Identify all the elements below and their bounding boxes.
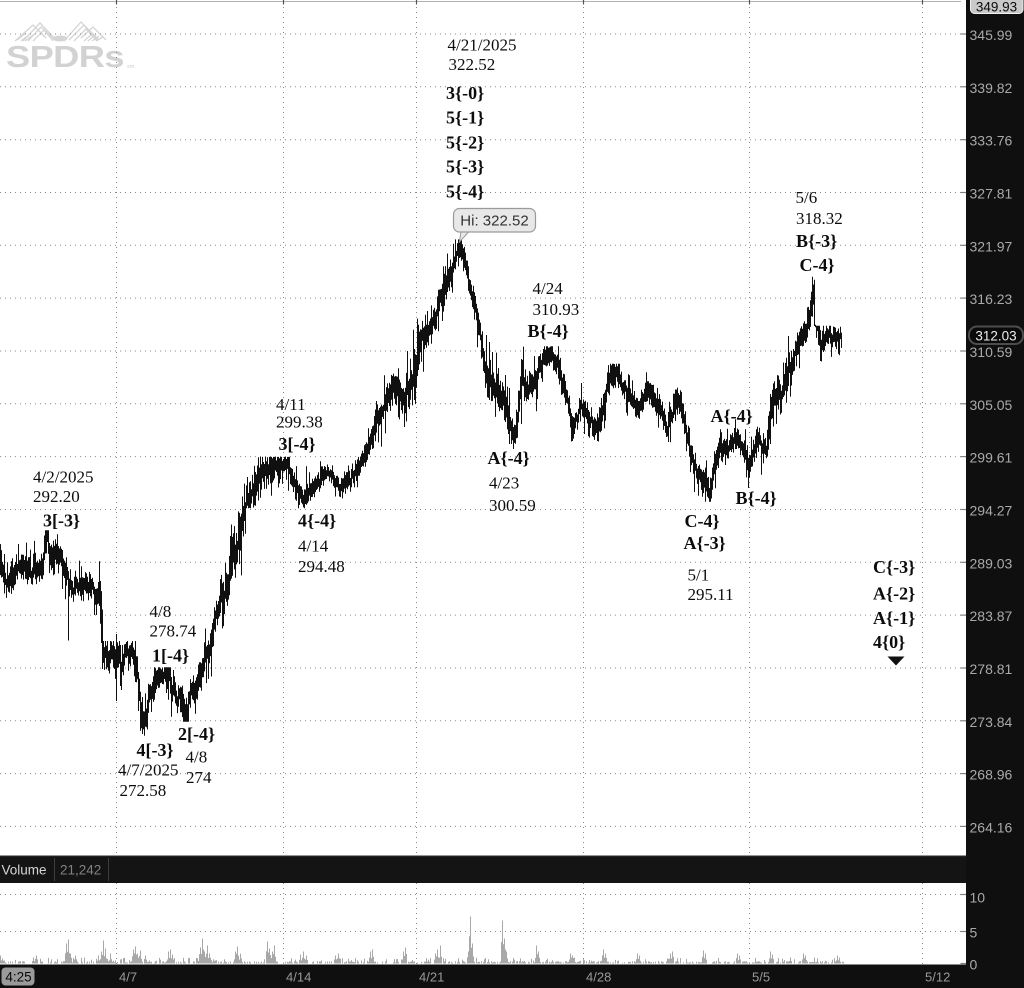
svg-text:4/21: 4/21 xyxy=(419,970,444,985)
svg-text:310.93: 310.93 xyxy=(533,300,580,319)
svg-text:339.82: 339.82 xyxy=(970,80,1013,96)
svg-text:295.11: 295.11 xyxy=(688,585,734,604)
svg-text:A{-4}: A{-4} xyxy=(488,448,530,468)
svg-text:349.93: 349.93 xyxy=(976,0,1017,15)
svg-text:4{0}: 4{0} xyxy=(873,632,905,652)
svg-text:268.96: 268.96 xyxy=(970,767,1013,783)
svg-text:A{-3}: A{-3} xyxy=(684,533,726,553)
svg-text:C-4}: C-4} xyxy=(685,511,720,531)
svg-text:305.05: 305.05 xyxy=(970,397,1013,413)
svg-text:278.81: 278.81 xyxy=(970,661,1013,677)
svg-text:264.16: 264.16 xyxy=(970,819,1013,835)
svg-text:4{-4}: 4{-4} xyxy=(298,511,336,531)
svg-text:Hi: 322.52: Hi: 322.52 xyxy=(460,213,528,230)
svg-text:274: 274 xyxy=(186,768,212,787)
svg-text:sm: sm xyxy=(127,64,135,70)
svg-text:5{-4}: 5{-4} xyxy=(446,182,484,202)
svg-text:5: 5 xyxy=(970,925,978,941)
svg-text:4/21/2025: 4/21/2025 xyxy=(448,36,517,55)
svg-text:3[-3}: 3[-3} xyxy=(43,511,80,531)
svg-text:5{-1}: 5{-1} xyxy=(446,108,484,128)
svg-text:4:25: 4:25 xyxy=(5,970,31,985)
svg-text:345.99: 345.99 xyxy=(970,27,1013,43)
svg-text:0: 0 xyxy=(970,957,978,973)
svg-text:C-4}: C-4} xyxy=(800,255,835,275)
svg-text:4/8: 4/8 xyxy=(150,602,172,621)
svg-text:5/1: 5/1 xyxy=(688,566,710,585)
svg-text:283.87: 283.87 xyxy=(970,608,1013,624)
svg-text:1[-4}: 1[-4} xyxy=(152,646,189,666)
svg-text:299.61: 299.61 xyxy=(970,450,1013,466)
svg-text:A{-4}: A{-4} xyxy=(711,406,753,426)
svg-text:2[-4}: 2[-4} xyxy=(178,724,215,744)
svg-text:272.58: 272.58 xyxy=(120,781,167,800)
svg-text:278.74: 278.74 xyxy=(150,622,197,641)
svg-text:B{-4}: B{-4} xyxy=(528,321,569,341)
svg-text:327.81: 327.81 xyxy=(970,186,1013,202)
svg-text:312.03: 312.03 xyxy=(975,328,1016,343)
svg-text:294.48: 294.48 xyxy=(298,557,345,576)
svg-text:299.38: 299.38 xyxy=(276,413,323,432)
svg-text:B{-4}: B{-4} xyxy=(736,488,777,508)
svg-text:5/5: 5/5 xyxy=(752,970,770,985)
svg-text:4/7/2025: 4/7/2025 xyxy=(118,761,178,780)
svg-text:4/14: 4/14 xyxy=(286,970,311,985)
svg-text:4/24: 4/24 xyxy=(533,279,564,298)
svg-text:5/6: 5/6 xyxy=(796,188,818,207)
svg-text:4/2/2025: 4/2/2025 xyxy=(33,467,93,486)
svg-text:4/23: 4/23 xyxy=(489,474,519,493)
svg-text:333.76: 333.76 xyxy=(970,133,1013,149)
svg-text:4/7: 4/7 xyxy=(119,970,137,985)
svg-text:273.84: 273.84 xyxy=(970,714,1013,730)
svg-text:5/12: 5/12 xyxy=(925,970,950,985)
svg-text:21,242: 21,242 xyxy=(60,863,101,878)
svg-text:289.03: 289.03 xyxy=(970,555,1013,571)
svg-text:4/14: 4/14 xyxy=(298,537,329,556)
svg-text:292.20: 292.20 xyxy=(33,487,80,506)
svg-text:4/28: 4/28 xyxy=(586,970,611,985)
svg-text:4/8: 4/8 xyxy=(186,748,208,767)
svg-text:A{-2}: A{-2} xyxy=(873,584,915,604)
svg-text:3[-4}: 3[-4} xyxy=(279,434,316,454)
svg-text:318.32: 318.32 xyxy=(796,209,843,228)
svg-text:294.27: 294.27 xyxy=(970,503,1013,519)
svg-text:Volume: Volume xyxy=(2,863,47,878)
svg-text:B{-3}: B{-3} xyxy=(796,231,837,251)
svg-text:5{-3}: 5{-3} xyxy=(446,157,484,177)
svg-text:A{-1}: A{-1} xyxy=(873,608,915,628)
svg-text:C{-3}: C{-3} xyxy=(873,557,915,577)
svg-text:SPDRs: SPDRs xyxy=(6,39,124,74)
svg-text:316.23: 316.23 xyxy=(970,291,1013,307)
svg-text:3{-0}: 3{-0} xyxy=(446,83,484,103)
svg-text:4[-3}: 4[-3} xyxy=(137,740,174,760)
svg-text:4/11: 4/11 xyxy=(276,395,306,414)
svg-text:310.59: 310.59 xyxy=(970,344,1013,360)
svg-text:300.59: 300.59 xyxy=(489,496,536,515)
svg-text:10: 10 xyxy=(970,890,986,906)
svg-text:5{-2}: 5{-2} xyxy=(446,133,484,153)
svg-text:322.52: 322.52 xyxy=(449,55,496,74)
svg-text:321.97: 321.97 xyxy=(970,238,1013,254)
